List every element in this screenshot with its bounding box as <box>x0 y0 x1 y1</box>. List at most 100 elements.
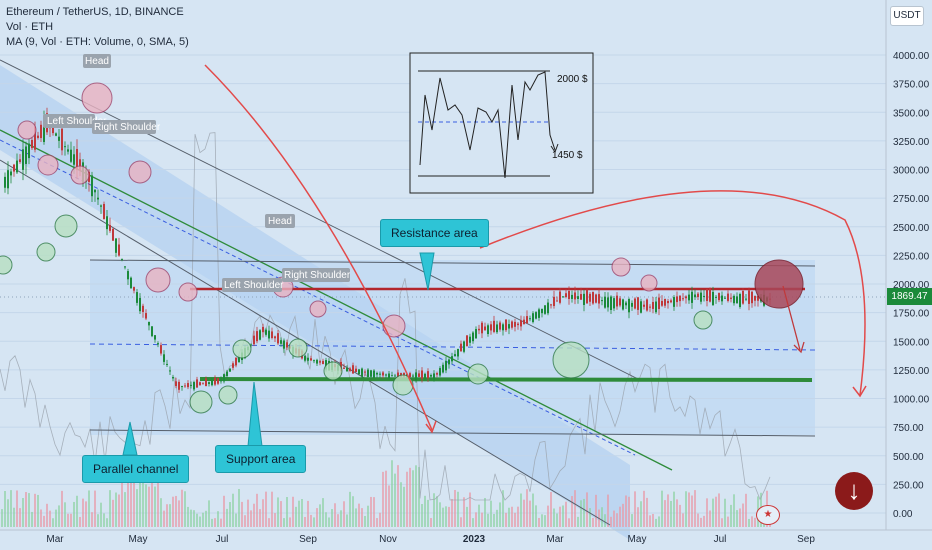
volume-bar <box>190 509 192 527</box>
volume-bar <box>211 518 213 527</box>
candle-body <box>319 361 321 363</box>
candle-body <box>538 309 540 318</box>
volume-bar <box>505 512 507 527</box>
arrow-down-icon[interactable]: ↓ <box>835 472 873 510</box>
volume-bar <box>268 518 270 527</box>
candle-body <box>607 297 609 308</box>
circle-green <box>288 338 308 358</box>
candle-body <box>304 355 306 361</box>
volume-bar <box>358 503 360 527</box>
candle-body <box>397 372 399 378</box>
y-tick-label: 1750.00 <box>893 309 930 320</box>
volume-bar <box>316 508 318 527</box>
candle-body <box>64 146 66 148</box>
x-tick-label: Mar <box>46 534 64 545</box>
y-tick-label: 250.00 <box>893 480 924 491</box>
candle-body <box>535 312 537 319</box>
volume-bar <box>187 506 189 527</box>
volume-bar <box>535 505 537 527</box>
candle-body <box>313 360 315 362</box>
volume-bar <box>346 514 348 527</box>
candle-body <box>751 291 753 304</box>
x-tick-label: Jul <box>714 534 727 545</box>
volume-bar <box>214 518 216 527</box>
circle-green <box>467 363 489 385</box>
volume-bar <box>631 514 633 527</box>
candle-body <box>544 305 546 314</box>
candle-body <box>553 296 555 307</box>
volume-bar <box>694 490 696 527</box>
x-tick-label: May <box>129 534 148 545</box>
volume-bar <box>394 473 396 527</box>
inset-top-label: 2000 $ <box>557 74 588 85</box>
candle-body <box>415 372 417 381</box>
volume-bar <box>118 494 120 527</box>
candle-body <box>100 205 102 207</box>
volume-bar <box>298 500 300 527</box>
candle-body <box>190 384 192 386</box>
y-tick-label: 500.00 <box>893 452 924 463</box>
candle-body <box>91 175 93 197</box>
volume-bar <box>106 518 108 527</box>
volume-bar <box>340 510 342 527</box>
volume-bar <box>613 510 615 527</box>
volume-bar <box>409 467 411 527</box>
candle-body <box>421 370 423 379</box>
volume-bar <box>496 509 498 527</box>
volume-bar <box>169 504 171 527</box>
volume-bar <box>625 495 627 527</box>
candle-body <box>439 368 441 376</box>
volume-bar <box>85 501 87 527</box>
volume-bar <box>232 493 234 527</box>
currency-button[interactable]: USDT <box>890 6 924 26</box>
candle-body <box>97 197 99 200</box>
candle-body <box>664 298 666 306</box>
candle-body <box>277 333 279 344</box>
y-tick-label: 1000.00 <box>893 395 930 406</box>
candle-body <box>130 277 132 289</box>
volume-bar <box>16 490 18 527</box>
x-tick-label: May <box>628 534 647 545</box>
candle-body <box>583 293 585 305</box>
volume-bar <box>160 498 162 527</box>
volume-bar <box>391 460 393 527</box>
volume-bar <box>754 517 756 527</box>
candle-body <box>523 319 525 325</box>
volume-bar <box>397 465 399 527</box>
us-flag-icon[interactable]: ★ <box>756 505 780 525</box>
volume-bar <box>532 493 534 527</box>
circle-green <box>552 341 590 379</box>
volume-bar <box>571 496 573 527</box>
volume-bar <box>349 491 351 527</box>
candle-body <box>154 335 156 340</box>
candle-body <box>160 345 162 354</box>
circle-red <box>145 267 171 293</box>
candle-body <box>199 382 201 386</box>
candle-body <box>739 294 741 308</box>
volume-bar <box>520 493 522 527</box>
candle-body <box>58 136 60 141</box>
candle-body <box>133 287 135 291</box>
circle-green <box>0 255 13 275</box>
volume-bar <box>439 502 441 527</box>
candle-body <box>433 373 435 380</box>
candle-body <box>622 299 624 310</box>
candle-body <box>205 378 207 387</box>
candle-body <box>748 290 750 304</box>
parallel-callout: Parallel channel <box>82 455 190 483</box>
candle-body <box>271 331 273 339</box>
volume-bar <box>196 513 198 527</box>
volume-bar <box>136 489 138 527</box>
candle-body <box>310 358 312 361</box>
candle-body <box>412 375 414 377</box>
y-tick-label: 3500.00 <box>893 108 930 119</box>
candle-body <box>586 290 588 304</box>
volume-bar <box>463 497 465 527</box>
candle-body <box>616 295 618 307</box>
volume-bar <box>748 518 750 527</box>
volume-bar <box>514 512 516 527</box>
candle-body <box>718 293 720 301</box>
circle-red <box>128 160 152 184</box>
candle-body <box>211 380 213 386</box>
